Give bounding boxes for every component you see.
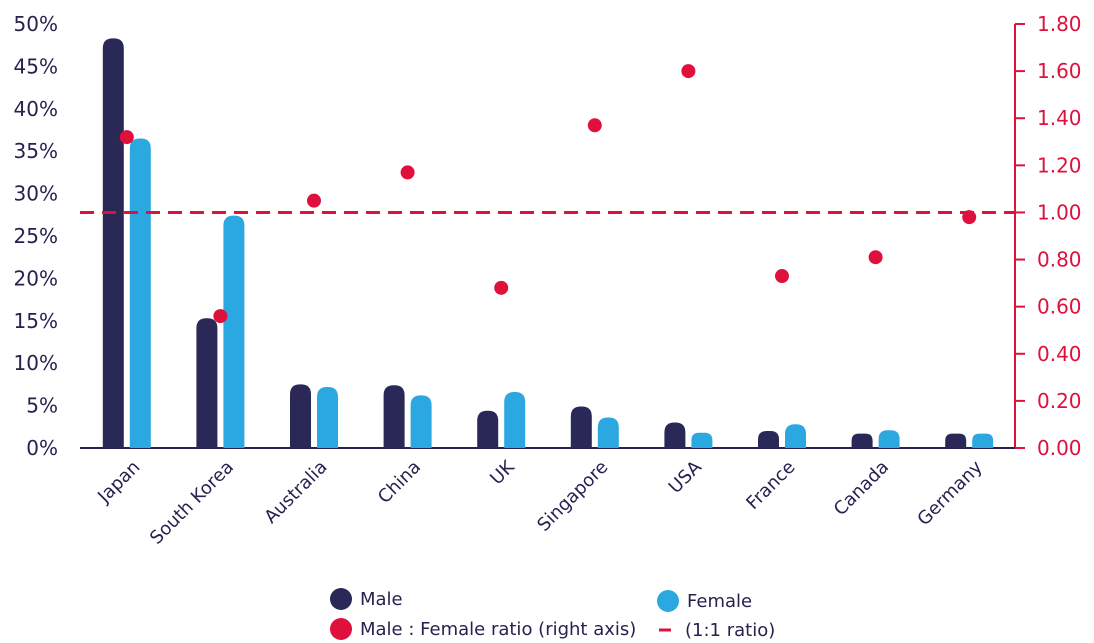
bar-male	[851, 433, 873, 448]
right-tick-label: 0.60	[1037, 295, 1082, 319]
bar-female	[410, 395, 432, 448]
bar-female	[878, 430, 900, 448]
left-tick-label: 30%	[14, 182, 58, 206]
bar-female	[504, 392, 526, 448]
left-tick-label: 5%	[26, 394, 58, 418]
bar-male	[196, 318, 218, 448]
left-tick-label: 0%	[26, 436, 58, 460]
right-tick-label: 0.00	[1037, 436, 1082, 460]
category-label: Singapore	[533, 457, 612, 536]
bar-female	[129, 138, 151, 449]
bar-male	[383, 385, 405, 448]
left-tick-label: 25%	[14, 224, 58, 248]
right-tick-label: 0.40	[1037, 342, 1082, 366]
legend-label: Female	[687, 591, 752, 612]
ratio-point	[119, 130, 134, 145]
left-tick-label: 35%	[14, 139, 58, 163]
bar-female	[972, 433, 994, 448]
bar-male	[758, 431, 779, 448]
right-tick-label: 1.40	[1037, 106, 1082, 130]
ratio-point	[681, 64, 696, 79]
legend-label: (1:1 ratio)	[685, 620, 775, 641]
category-label: UK	[486, 456, 519, 489]
legend-marker	[330, 588, 352, 610]
bar-male	[570, 406, 592, 448]
ratio-point	[213, 309, 228, 324]
bars	[102, 38, 994, 449]
category-label: Germany	[913, 456, 987, 530]
right-tick-label: 1.00	[1037, 200, 1082, 224]
ratio-point	[494, 280, 509, 295]
right-tick-label: 0.80	[1037, 248, 1082, 272]
bar-male	[102, 38, 124, 448]
left-tick-label: 10%	[14, 351, 58, 375]
bar-female	[785, 424, 806, 448]
ratio-point	[962, 210, 977, 225]
ratio-point	[587, 118, 602, 133]
ratio-point	[307, 193, 321, 208]
legend: Male Female Male : Female ratio (right axi…	[330, 588, 775, 641]
legend-label: Male	[360, 589, 403, 610]
category-labels: Japan South Korea Australia China UK Singapor…	[93, 456, 987, 549]
bar-male	[945, 433, 967, 448]
left-tick-label: 40%	[14, 97, 58, 121]
bar-female	[597, 417, 619, 448]
left-y-axis: 0% 5% 10% 15% 20% 25% 30% 35% 40% 45% 50%	[14, 12, 58, 460]
right-tick-label: 1.80	[1037, 12, 1082, 36]
category-label: France	[742, 457, 799, 514]
bar-female	[223, 215, 245, 448]
right-tick-label: 1.60	[1037, 59, 1082, 83]
left-tick-label: 20%	[14, 266, 58, 290]
category-label: USA	[665, 456, 707, 498]
legend-label: Male : Female ratio (right axis)	[360, 619, 636, 640]
legend-marker	[657, 590, 679, 612]
ratio-point	[775, 269, 789, 284]
bar-male	[477, 410, 499, 448]
category-label: South Korea	[146, 457, 238, 549]
category-label: Japan	[93, 457, 144, 508]
ratio-point	[868, 250, 883, 265]
category-label: Canada	[830, 457, 893, 520]
bar-male	[290, 384, 311, 448]
ratio-points	[119, 64, 977, 324]
right-tick-label: 1.20	[1037, 153, 1082, 177]
right-tick-label: 0.20	[1037, 389, 1082, 413]
category-label: Australia	[260, 457, 331, 528]
left-tick-label: 15%	[14, 309, 58, 333]
ratio-point	[400, 165, 415, 180]
category-label: China	[374, 457, 425, 508]
left-tick-label: 45%	[14, 54, 58, 78]
bar-female	[317, 386, 338, 448]
legend-marker	[330, 618, 352, 640]
left-tick-label: 50%	[14, 12, 58, 36]
bar-male	[664, 422, 686, 448]
bar-female	[691, 432, 713, 448]
